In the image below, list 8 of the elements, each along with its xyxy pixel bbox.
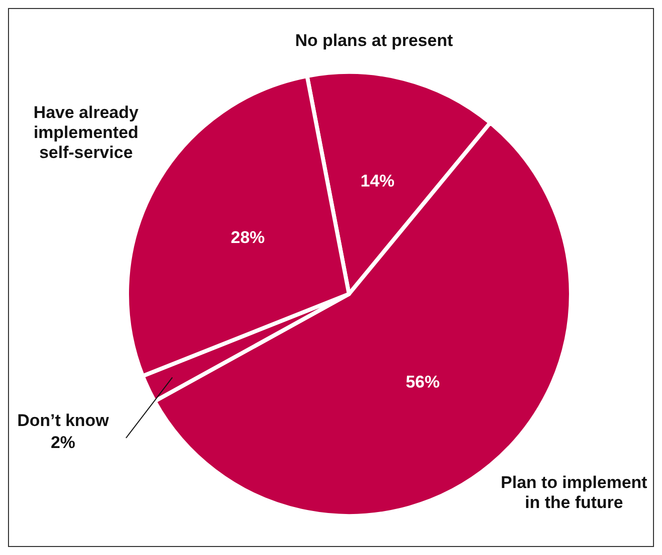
data-label: 2%: [50, 433, 76, 452]
data-label: 56%: [406, 372, 440, 392]
slice-label: Don’t know: [17, 411, 110, 430]
data-label: 14%: [360, 172, 395, 191]
slice-label: Have already implemented self-service: [34, 103, 139, 162]
slice-label: Plan to implement in the future: [500, 473, 648, 512]
slice-label: No plans at present: [295, 31, 454, 50]
data-label: 28%: [230, 228, 265, 248]
